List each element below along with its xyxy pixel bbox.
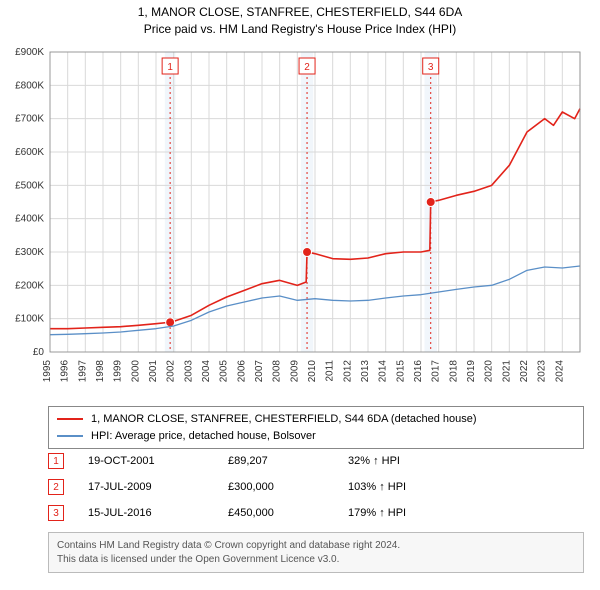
svg-text:2015: 2015 [395, 360, 406, 383]
chart-svg: £0£100K£200K£300K£400K£500K£600K£700K£80… [48, 44, 584, 396]
svg-text:2014: 2014 [378, 360, 389, 383]
sale-pct: 32% ↑ HPI [348, 455, 468, 467]
sale-price: £89,207 [228, 455, 348, 467]
sale-marker-icon: 1 [48, 453, 64, 469]
svg-text:2004: 2004 [201, 360, 212, 383]
svg-text:£900K: £900K [15, 47, 44, 58]
svg-text:2010: 2010 [307, 360, 318, 383]
svg-text:2021: 2021 [501, 360, 512, 383]
chart-area: £0£100K£200K£300K£400K£500K£600K£700K£80… [48, 44, 584, 396]
svg-text:£700K: £700K [15, 114, 44, 125]
sale-row: 3 15-JUL-2016 £450,000 179% ↑ HPI [48, 500, 584, 526]
svg-text:2000: 2000 [130, 360, 141, 383]
sale-marker-icon: 3 [48, 505, 64, 521]
svg-text:1998: 1998 [95, 360, 106, 383]
svg-text:2006: 2006 [236, 360, 247, 383]
svg-text:2019: 2019 [466, 360, 477, 383]
legend-swatch [57, 435, 83, 437]
svg-text:2017: 2017 [431, 360, 442, 383]
svg-text:2007: 2007 [254, 360, 265, 383]
svg-text:2016: 2016 [413, 360, 424, 383]
svg-text:2002: 2002 [166, 360, 177, 383]
svg-text:1: 1 [167, 62, 173, 73]
chart-container: 1, MANOR CLOSE, STANFREE, CHESTERFIELD, … [0, 0, 600, 590]
svg-text:£100K: £100K [15, 314, 44, 325]
svg-text:£400K: £400K [15, 214, 44, 225]
svg-text:£200K: £200K [15, 280, 44, 291]
sale-marker-number: 2 [53, 482, 59, 493]
title-line2: Price paid vs. HM Land Registry's House … [0, 21, 600, 38]
footnote-line1: Contains HM Land Registry data © Crown c… [57, 539, 575, 553]
svg-text:2001: 2001 [148, 360, 159, 383]
legend-label: HPI: Average price, detached house, Bols… [91, 428, 316, 445]
sale-pct: 103% ↑ HPI [348, 481, 468, 493]
svg-text:2024: 2024 [554, 360, 565, 383]
sale-pct: 179% ↑ HPI [348, 507, 468, 519]
svg-text:2011: 2011 [325, 360, 336, 382]
footnote-line2: This data is licensed under the Open Gov… [57, 553, 575, 567]
svg-text:3: 3 [428, 62, 434, 73]
svg-text:1999: 1999 [113, 360, 124, 383]
svg-text:2013: 2013 [360, 360, 371, 383]
svg-text:2012: 2012 [342, 360, 353, 383]
title-line1: 1, MANOR CLOSE, STANFREE, CHESTERFIELD, … [0, 4, 600, 21]
svg-text:£800K: £800K [15, 80, 44, 91]
legend: 1, MANOR CLOSE, STANFREE, CHESTERFIELD, … [48, 406, 584, 449]
sales-table: 1 19-OCT-2001 £89,207 32% ↑ HPI 2 17-JUL… [48, 448, 584, 526]
svg-text:2018: 2018 [448, 360, 459, 383]
sale-price: £300,000 [228, 481, 348, 493]
svg-text:£300K: £300K [15, 247, 44, 258]
svg-text:2022: 2022 [519, 360, 530, 383]
legend-label: 1, MANOR CLOSE, STANFREE, CHESTERFIELD, … [91, 411, 477, 428]
sale-row: 2 17-JUL-2009 £300,000 103% ↑ HPI [48, 474, 584, 500]
svg-text:£600K: £600K [15, 147, 44, 158]
legend-swatch [57, 418, 83, 420]
svg-text:2008: 2008 [272, 360, 283, 383]
svg-text:2020: 2020 [484, 360, 495, 383]
legend-item-property: 1, MANOR CLOSE, STANFREE, CHESTERFIELD, … [57, 411, 575, 428]
sale-date: 19-OCT-2001 [88, 455, 228, 467]
svg-text:2: 2 [304, 62, 310, 73]
sale-marker-icon: 2 [48, 479, 64, 495]
svg-text:2009: 2009 [289, 360, 300, 383]
title-block: 1, MANOR CLOSE, STANFREE, CHESTERFIELD, … [0, 0, 600, 38]
svg-text:2003: 2003 [183, 360, 194, 383]
footnote: Contains HM Land Registry data © Crown c… [48, 532, 584, 573]
svg-text:£0: £0 [33, 347, 45, 358]
svg-text:£500K: £500K [15, 180, 44, 191]
sale-marker-number: 3 [53, 508, 59, 519]
sale-price: £450,000 [228, 507, 348, 519]
sale-row: 1 19-OCT-2001 £89,207 32% ↑ HPI [48, 448, 584, 474]
svg-text:1995: 1995 [42, 360, 53, 383]
svg-text:2005: 2005 [219, 360, 230, 383]
sale-date: 15-JUL-2016 [88, 507, 228, 519]
svg-text:2023: 2023 [537, 360, 548, 383]
legend-item-hpi: HPI: Average price, detached house, Bols… [57, 428, 575, 445]
svg-text:1996: 1996 [60, 360, 71, 383]
sale-date: 17-JUL-2009 [88, 481, 228, 493]
svg-text:1997: 1997 [77, 360, 88, 383]
sale-marker-number: 1 [53, 456, 59, 467]
